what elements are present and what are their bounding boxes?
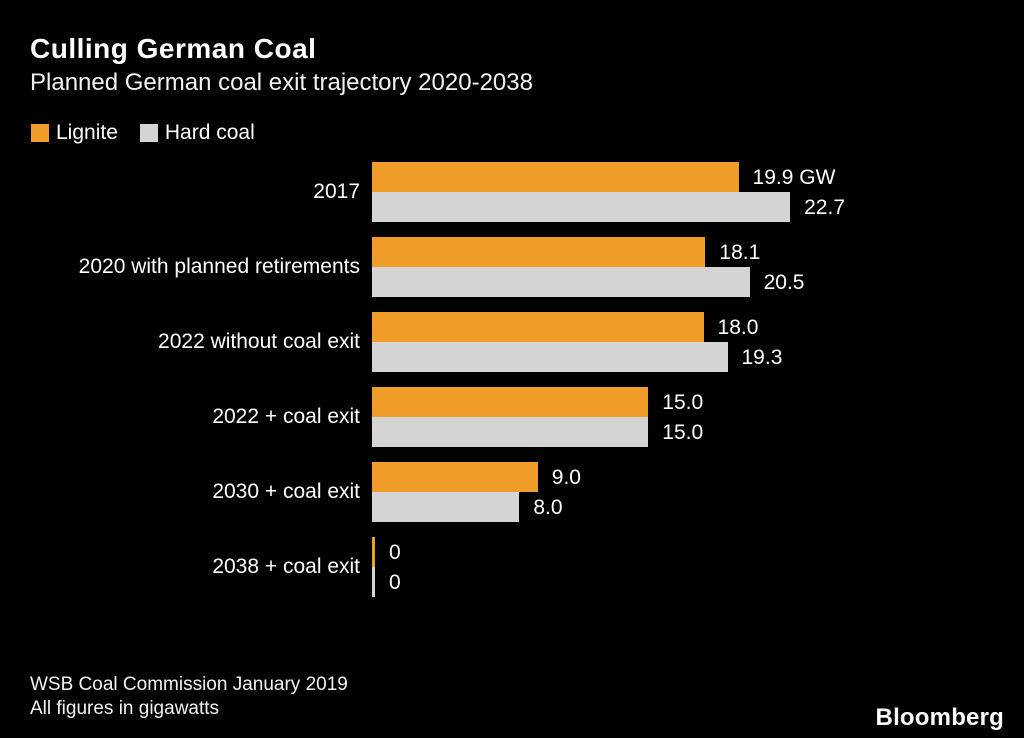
hard-coal-legend-swatch: [139, 124, 158, 142]
lignite-legend-label: Lignite: [56, 121, 118, 144]
lignite-bar: [372, 237, 706, 267]
hard-coal-bar: [372, 267, 750, 297]
hard-coal-bar: [372, 417, 649, 447]
bar-row: 2020 with planned retirements 18.1 20.5: [0, 237, 1024, 297]
lignite-value-label: 0: [389, 541, 401, 564]
chart-subtitle: Planned German coal exit trajectory 2020…: [30, 69, 533, 96]
lignite-bar: [372, 387, 649, 417]
lignite-legend-swatch: [31, 124, 49, 142]
lignite-value-label: 9.0: [551, 466, 581, 489]
bar-row: 2030 + coal exit 9.0 8.0: [0, 462, 1024, 522]
lignite-bar: [372, 537, 375, 567]
category-label: 2020 with planned retirements: [78, 255, 360, 278]
hard-coal-legend-label: Hard coal: [164, 121, 255, 144]
hard-coal-bar: [372, 492, 520, 522]
hard-coal-value-label: 0: [389, 571, 401, 594]
hard-coal-value-label: 15.0: [662, 421, 704, 444]
bar-row: 2022 without coal exit 18.0 19.3: [0, 312, 1024, 372]
lignite-bar: [372, 462, 538, 492]
hard-coal-value-label: 8.0: [533, 496, 563, 519]
lignite-bar: [372, 162, 739, 192]
hard-coal-value-label: 20.5: [763, 271, 805, 294]
source-note: WSB Coal Commission January 2019 All fig…: [30, 673, 348, 721]
category-label: 2017: [313, 180, 360, 203]
category-label: 2038 + coal exit: [212, 555, 360, 578]
legend: Lignite Hard coal: [31, 121, 277, 145]
chart-title: Culling German Coal: [30, 33, 317, 64]
source-line-1: WSB Coal Commission January 2019: [30, 674, 348, 695]
hard-coal-value-label: 19.3: [741, 346, 783, 369]
lignite-value-label: 15.0: [662, 391, 704, 414]
category-label: 2022 + coal exit: [212, 405, 360, 428]
source-line-2: All figures in gigawatts: [30, 698, 220, 719]
hard-coal-value-label: 22.7: [804, 196, 845, 219]
bar-row: 2022 + coal exit 15.0 15.0: [0, 387, 1024, 447]
lignite-value-label: 18.0: [717, 316, 759, 339]
bloomberg-logo: Bloomberg: [875, 704, 1004, 731]
bar-chart: 2017 19.9 GW 22.7 2020 with planned retirem…: [0, 162, 1024, 612]
lignite-value-label: 18.1: [719, 241, 761, 264]
lignite-bar: [372, 312, 704, 342]
lignite-value-label: 19.9 GW: [752, 166, 836, 189]
bar-row: 2017 19.9 GW 22.7: [0, 162, 1024, 222]
category-label: 2030 + coal exit: [212, 480, 360, 503]
hard-coal-bar: [372, 342, 728, 372]
hard-coal-bar: [372, 192, 791, 222]
bar-row: 2038 + coal exit 0 0: [0, 537, 1024, 597]
hard-coal-bar: [372, 567, 375, 597]
category-label: 2022 without coal exit: [158, 330, 360, 353]
